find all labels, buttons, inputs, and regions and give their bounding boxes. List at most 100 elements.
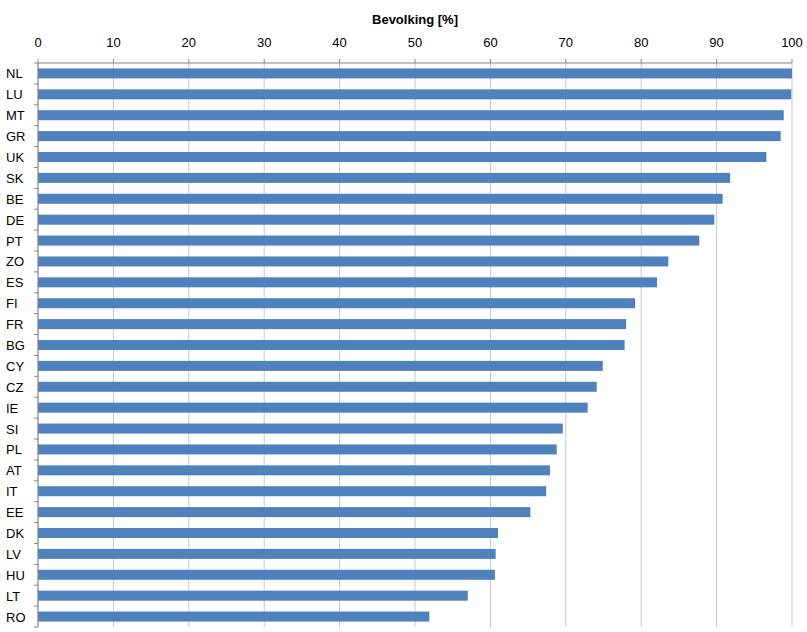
bar	[38, 444, 557, 454]
tick-label: 0	[34, 35, 41, 50]
category-label: FR	[6, 317, 23, 332]
tick-label: 60	[483, 35, 497, 50]
bar	[38, 319, 626, 329]
bar	[38, 194, 723, 204]
category-label: FI	[6, 296, 18, 311]
tick-mark	[415, 59, 416, 63]
tick-label: 40	[332, 35, 346, 50]
bar	[38, 89, 791, 99]
category-tick	[34, 251, 38, 252]
tick-mark	[490, 59, 491, 63]
bar	[38, 403, 588, 413]
tick-mark	[792, 59, 793, 63]
tick-label: 100	[781, 35, 803, 50]
tick-mark	[641, 59, 642, 63]
category-label: LT	[6, 589, 20, 604]
axis-title: Bevolking [%]	[372, 12, 458, 27]
tick-label: 10	[106, 35, 120, 50]
bar	[38, 507, 530, 517]
bar	[38, 256, 668, 266]
x-axis-line	[38, 63, 792, 64]
bar	[38, 68, 792, 78]
category-label: CY	[6, 359, 24, 374]
category-label: SI	[6, 422, 18, 437]
bar	[38, 570, 495, 580]
bar	[38, 152, 766, 162]
category-label: GR	[6, 129, 26, 144]
tick-mark	[113, 59, 114, 63]
bar	[38, 131, 781, 141]
tick-label: 70	[559, 35, 573, 50]
category-label: IE	[6, 401, 19, 416]
category-label: SK	[6, 171, 24, 186]
grid-line	[38, 63, 39, 627]
category-label: LU	[6, 87, 23, 102]
category-label: HU	[6, 568, 25, 583]
category-tick	[34, 564, 38, 565]
category-label: AT	[6, 463, 22, 478]
chart: 0 10 20 30 40 50 60 70 80 90 100 Bevolking [%] NL LU M…	[0, 0, 807, 632]
category-label: PL	[6, 442, 22, 457]
category-tick	[34, 397, 38, 398]
category-label: DK	[6, 526, 24, 541]
category-tick	[34, 271, 38, 272]
tick-mark	[38, 59, 39, 63]
category-label: NL	[6, 66, 23, 81]
bar	[38, 340, 625, 350]
category-tick	[34, 63, 38, 64]
category-tick	[34, 209, 38, 210]
category-label: PT	[6, 234, 23, 249]
category-tick	[34, 104, 38, 105]
category-label: BG	[6, 338, 25, 353]
tick-label: 90	[709, 35, 723, 50]
tick-label: 80	[634, 35, 648, 50]
bar	[38, 612, 429, 622]
category-tick	[34, 606, 38, 607]
category-label: DE	[6, 213, 24, 228]
tick-label: 30	[257, 35, 271, 50]
bar	[38, 361, 603, 371]
bar	[38, 110, 784, 120]
category-tick	[34, 418, 38, 419]
category-label: ZO	[6, 254, 24, 269]
category-label: EE	[6, 505, 24, 520]
bar	[38, 215, 714, 225]
category-label: BE	[6, 192, 24, 207]
category-tick	[34, 459, 38, 460]
category-tick	[34, 313, 38, 314]
bar	[38, 549, 496, 559]
tick-mark	[716, 59, 717, 63]
bar	[38, 298, 635, 308]
category-tick	[34, 543, 38, 544]
bar	[38, 591, 468, 601]
category-tick	[34, 627, 38, 628]
category-tick	[34, 480, 38, 481]
bar	[38, 465, 550, 475]
category-tick	[34, 188, 38, 189]
category-tick	[34, 230, 38, 231]
category-label: LV	[6, 547, 21, 562]
bar	[38, 277, 657, 287]
category-tick	[34, 334, 38, 335]
bar	[38, 424, 563, 434]
tick-label: 50	[408, 35, 422, 50]
chart-root: 0 10 20 30 40 50 60 70 80 90 100 Bevolking [%] NL LU M…	[0, 0, 807, 632]
category-tick	[34, 501, 38, 502]
category-label: MT	[6, 108, 25, 123]
bar	[38, 236, 699, 246]
tick-label: 20	[182, 35, 196, 50]
category-label: RO	[6, 610, 26, 625]
category-tick	[34, 292, 38, 293]
y-axis-line	[38, 63, 39, 627]
category-label: CZ	[6, 380, 23, 395]
category-label: IT	[6, 484, 18, 499]
category-label: ES	[6, 275, 24, 290]
tick-mark	[188, 59, 189, 63]
grid-line	[716, 63, 717, 627]
category-label: UK	[6, 150, 24, 165]
category-tick	[34, 522, 38, 523]
bar	[38, 486, 546, 496]
tick-mark	[264, 59, 265, 63]
grid	[38, 63, 792, 627]
category-tick	[34, 146, 38, 147]
